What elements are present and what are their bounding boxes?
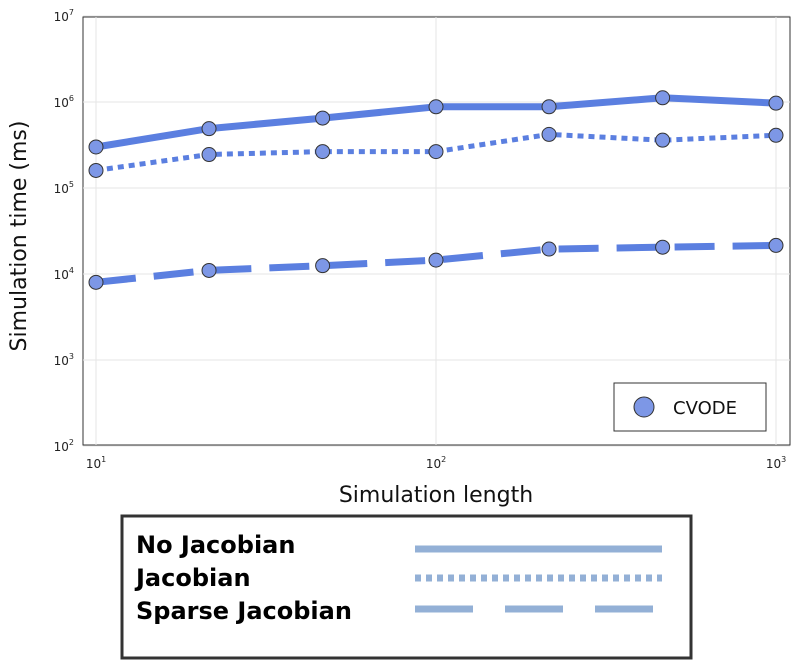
- data-point-s2-3: [428, 252, 444, 268]
- key-label-jacobian: Jacobian: [134, 564, 251, 592]
- key-label-no-jacobian: No Jacobian: [136, 531, 295, 559]
- data-point-s1-4: [541, 126, 557, 142]
- data-point-s1-6: [768, 127, 784, 143]
- data-point-s2-4: [541, 241, 557, 257]
- data-point-s0-1: [201, 121, 217, 137]
- y-tick-label-1: 103: [54, 352, 74, 368]
- y-tick-label-0: 102: [54, 438, 74, 454]
- x-tick-label-1: 102: [426, 455, 446, 471]
- data-point-s0-6: [768, 95, 784, 111]
- x-tick-label-2: 103: [766, 455, 786, 471]
- data-point-s1-2: [315, 144, 331, 160]
- y-axis-label: Simulation time (ms): [7, 121, 32, 352]
- legend: CVODE: [613, 382, 767, 432]
- y-tick-label-2: 104: [54, 266, 74, 282]
- data-point-s0-4: [541, 99, 557, 115]
- x-tick-label-0: 101: [86, 455, 106, 471]
- y-ticks: 102 103 104 105 106 107: [54, 8, 74, 454]
- y-tick-label-5: 107: [54, 8, 74, 24]
- data-point-s0-3: [428, 99, 444, 115]
- x-ticks: 101 102 103: [86, 455, 786, 471]
- data-point-s2-6: [768, 237, 784, 253]
- line-style-key: No Jacobian Jacobian Sparse Jacobian: [120, 514, 693, 660]
- data-point-s1-3: [428, 144, 444, 160]
- legend-label-cvode: CVODE: [673, 398, 737, 419]
- key-label-sparse-jacobian: Sparse Jacobian: [136, 597, 352, 625]
- data-point-s0-0: [88, 139, 104, 155]
- data-point-s2-1: [201, 262, 217, 278]
- data-point-s0-2: [315, 110, 331, 126]
- data-point-s2-2: [315, 258, 331, 274]
- markers-group: [88, 90, 784, 290]
- data-point-s1-1: [201, 147, 217, 163]
- grid: [83, 15, 790, 447]
- data-point-s2-0: [88, 274, 104, 290]
- data-point-s2-5: [655, 239, 671, 255]
- data-point-s0-5: [655, 90, 671, 106]
- data-point-s1-0: [88, 162, 104, 178]
- y-tick-label-3: 105: [54, 180, 74, 196]
- key-box: [120, 514, 693, 660]
- legend-marker-cvode: [633, 396, 655, 418]
- y-tick-label-4: 106: [54, 94, 74, 110]
- data-point-s1-5: [655, 132, 671, 148]
- x-axis-label: Simulation length: [339, 483, 533, 508]
